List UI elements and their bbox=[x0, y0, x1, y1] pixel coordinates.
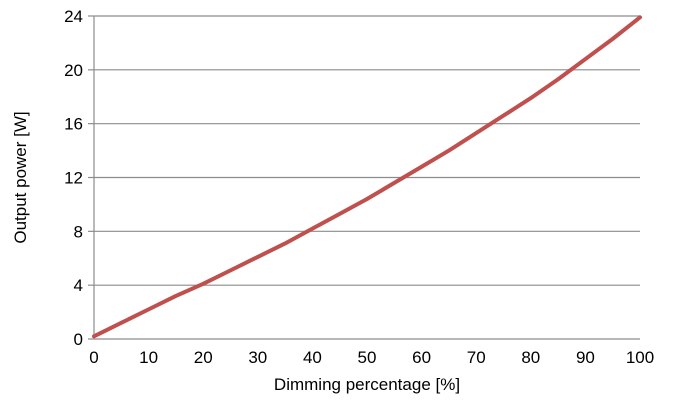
x-tick-label-70: 70 bbox=[467, 348, 486, 367]
x-tick-label-10: 10 bbox=[139, 348, 158, 367]
x-axis-title: Dimming percentage [%] bbox=[274, 375, 460, 394]
y-tick-label-24: 24 bbox=[64, 7, 83, 26]
series-layer bbox=[92, 15, 642, 339]
x-tick-label-50: 50 bbox=[358, 348, 377, 367]
grid bbox=[94, 15, 640, 286]
x-tick-label-60: 60 bbox=[412, 348, 431, 367]
tick-labels: 0 4 8 12 16 20 24 0 10 20 30 40 50 60 70 80 90 100 bbox=[64, 7, 654, 367]
y-tick-label-0: 0 bbox=[74, 330, 83, 349]
y-tick-label-4: 4 bbox=[74, 276, 83, 295]
y-axis-title: Output power [W] bbox=[11, 111, 30, 243]
x-tick-label-40: 40 bbox=[303, 348, 322, 367]
y-tick-label-12: 12 bbox=[64, 169, 83, 188]
y-tick-label-20: 20 bbox=[64, 61, 83, 80]
x-tick-label-20: 20 bbox=[194, 348, 213, 367]
y-tick-label-8: 8 bbox=[74, 222, 83, 241]
axes bbox=[88, 15, 640, 340]
series-line-0 bbox=[92, 15, 642, 339]
x-tick-label-30: 30 bbox=[248, 348, 267, 367]
x-tick-label-80: 80 bbox=[521, 348, 540, 367]
y-tick-label-16: 16 bbox=[64, 115, 83, 134]
x-tick-label-0: 0 bbox=[89, 348, 98, 367]
x-tick-label-90: 90 bbox=[576, 348, 595, 367]
x-tick-label-100: 100 bbox=[626, 348, 654, 367]
